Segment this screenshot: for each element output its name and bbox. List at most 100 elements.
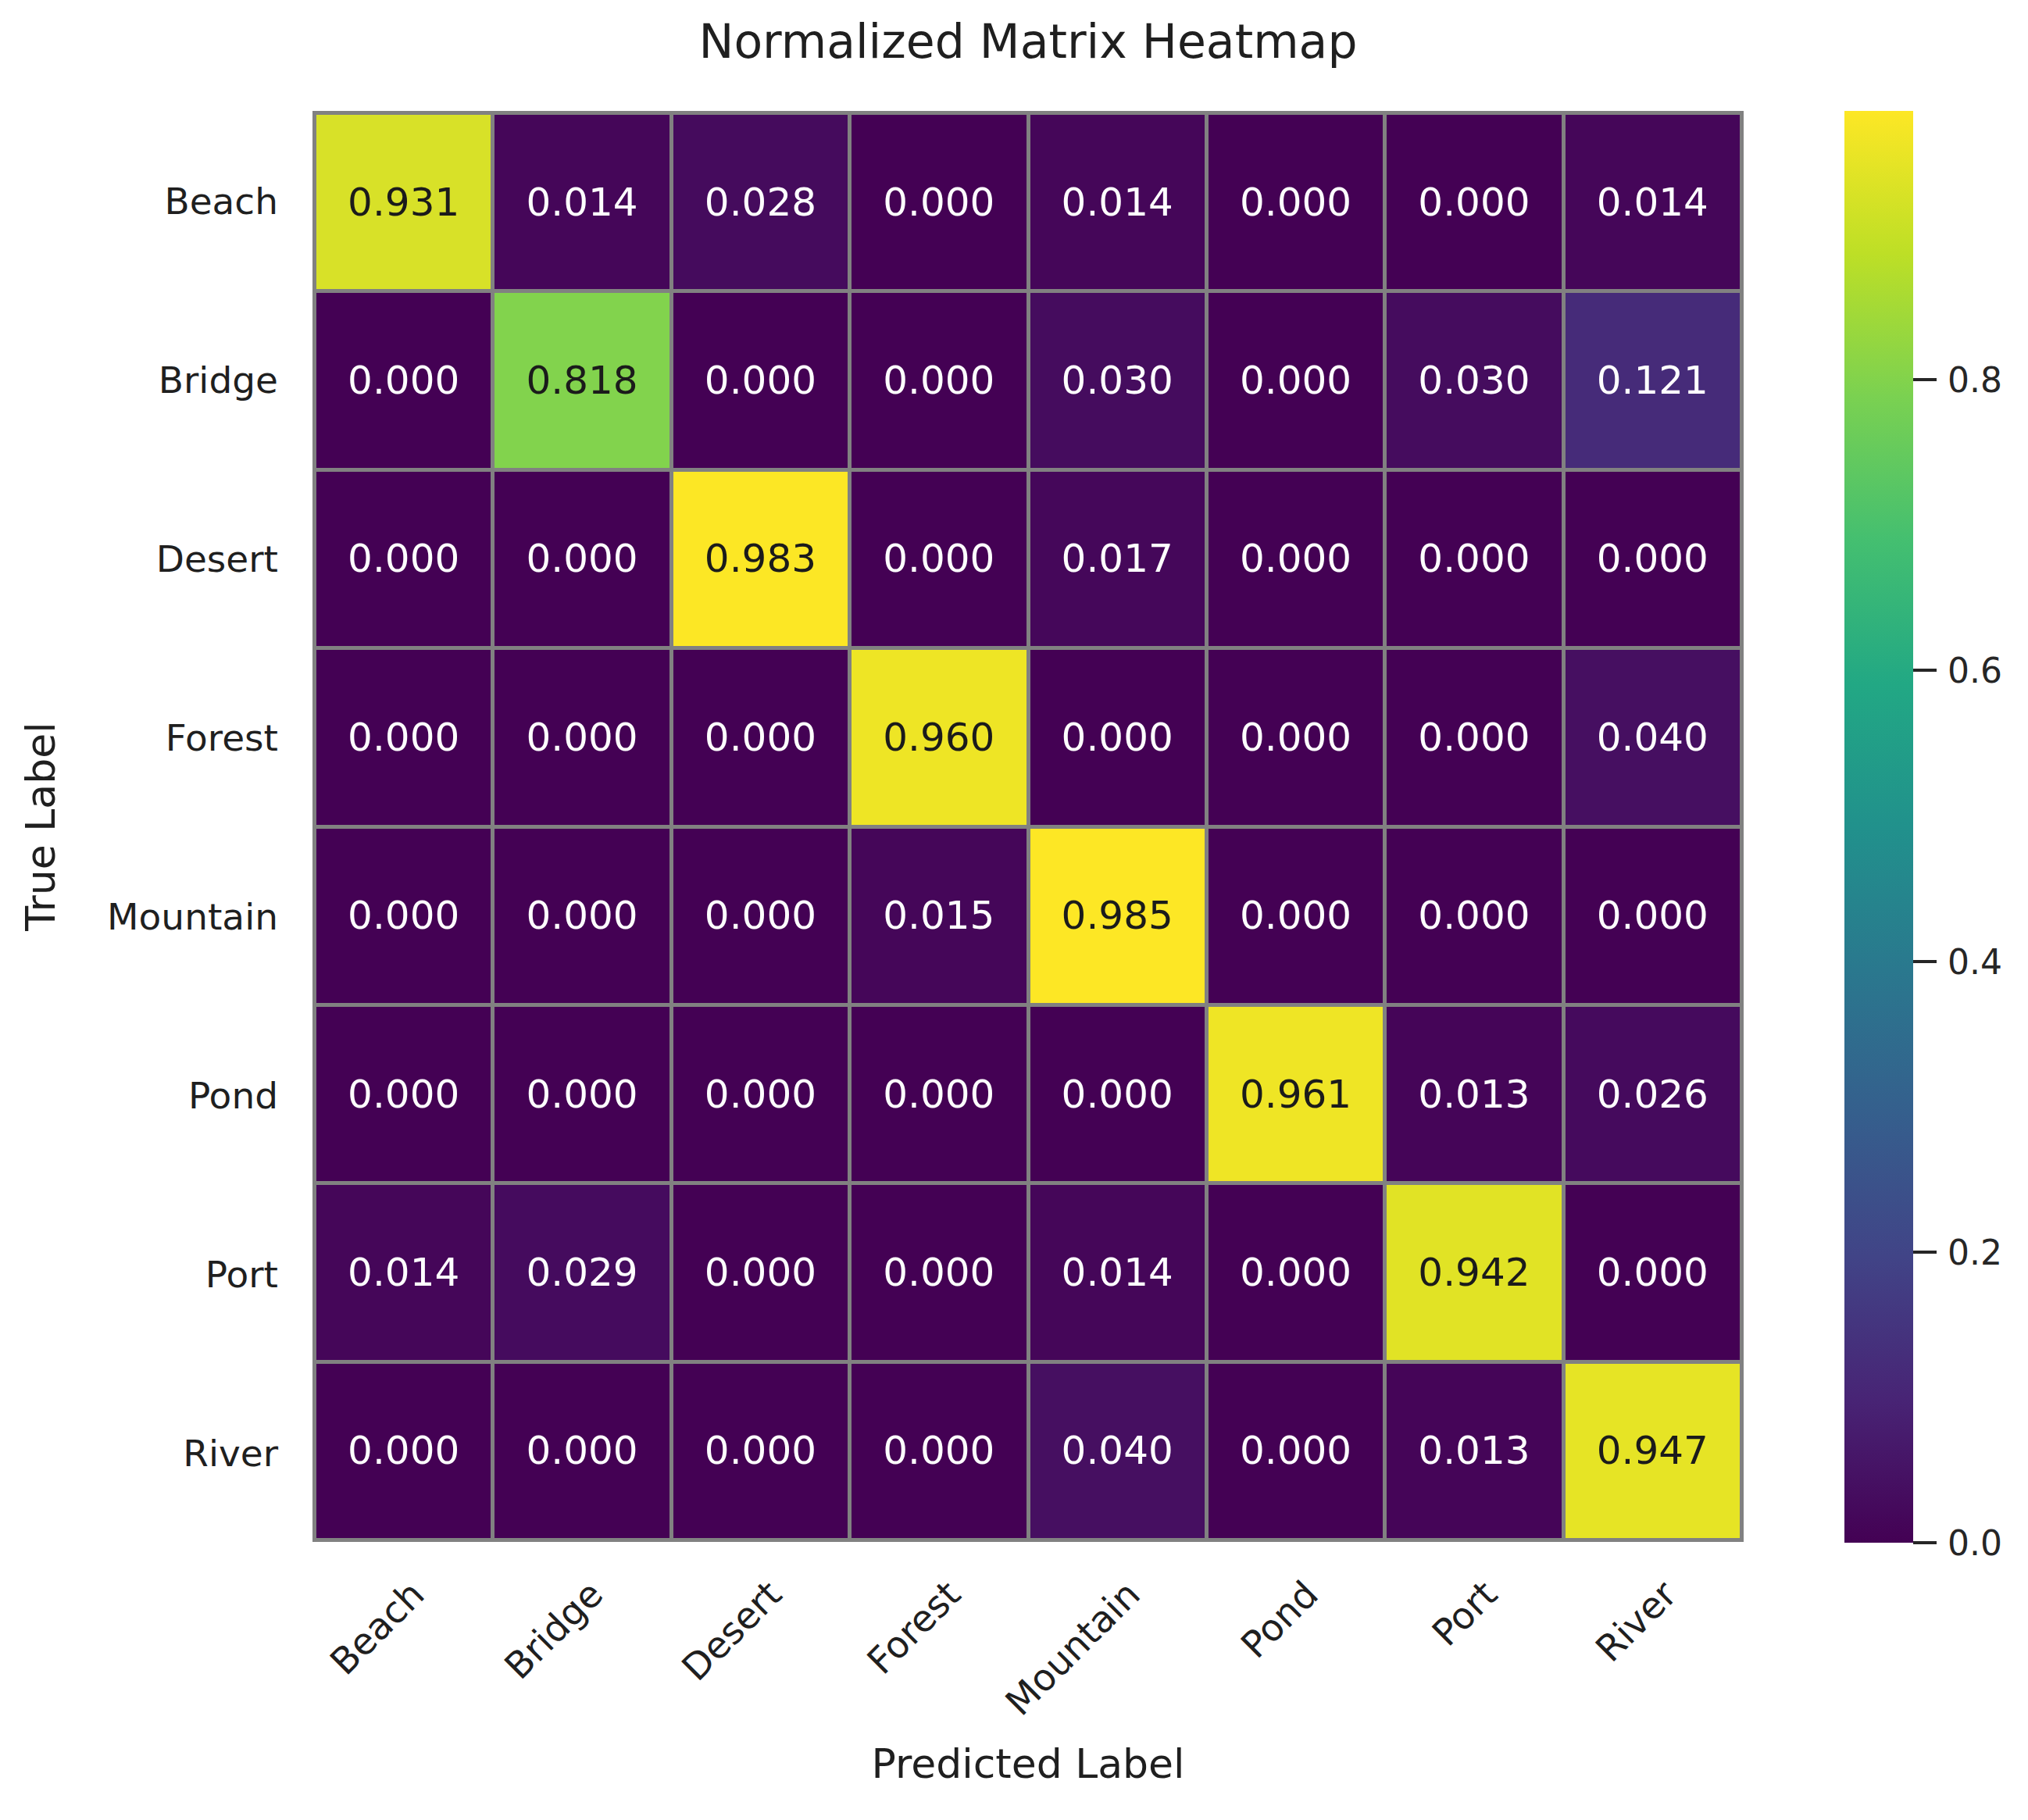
heatmap-cell: 0.000 bbox=[852, 293, 1026, 467]
cell-value: 0.818 bbox=[526, 361, 637, 400]
heatmap-cell: 0.014 bbox=[316, 1185, 491, 1359]
cell-value: 0.000 bbox=[1062, 1075, 1173, 1114]
cell-value: 0.000 bbox=[705, 1431, 816, 1470]
cell-value: 0.000 bbox=[526, 896, 637, 935]
heatmap-cell: 0.000 bbox=[1566, 472, 1740, 646]
y-axis-title: True Label bbox=[17, 722, 64, 930]
heatmap-cell: 0.014 bbox=[1030, 1185, 1205, 1359]
cell-value: 0.000 bbox=[1240, 1431, 1351, 1470]
cell-value: 0.014 bbox=[348, 1253, 459, 1292]
heatmap-cell: 0.000 bbox=[1387, 115, 1561, 289]
cell-value: 0.942 bbox=[1418, 1253, 1530, 1292]
cell-value: 0.000 bbox=[1418, 539, 1530, 578]
heatmap-cell: 0.000 bbox=[673, 650, 848, 824]
x-tick-label: Forest bbox=[859, 1572, 969, 1683]
heatmap-cell: 0.030 bbox=[1030, 293, 1205, 467]
cell-value: 0.000 bbox=[1240, 718, 1351, 757]
colorbar-tick-label: 0.6 bbox=[1948, 651, 2002, 691]
cell-value: 0.026 bbox=[1597, 1075, 1708, 1114]
chart-title: Normalized Matrix Heatmap bbox=[312, 14, 1744, 69]
cell-value: 0.013 bbox=[1418, 1075, 1530, 1114]
cell-value: 0.000 bbox=[1418, 183, 1530, 222]
cell-value: 0.000 bbox=[348, 361, 459, 400]
heatmap-cell: 0.000 bbox=[1566, 829, 1740, 1003]
heatmap-cell: 0.000 bbox=[316, 829, 491, 1003]
cell-value: 0.030 bbox=[1418, 361, 1530, 400]
cell-value: 0.000 bbox=[1597, 896, 1708, 935]
heatmap-cell: 0.960 bbox=[852, 650, 1026, 824]
cell-value: 0.000 bbox=[1240, 361, 1351, 400]
cell-value: 0.000 bbox=[526, 539, 637, 578]
colorbar-ticks: 0.00.20.40.60.8 bbox=[1844, 111, 2028, 1543]
cell-value: 0.960 bbox=[883, 718, 994, 757]
cell-value: 0.040 bbox=[1062, 1431, 1173, 1470]
heatmap-cell: 0.000 bbox=[316, 1364, 491, 1538]
colorbar-tick-label: 0.4 bbox=[1948, 941, 2002, 981]
cell-value: 0.947 bbox=[1597, 1431, 1708, 1470]
cell-value: 0.000 bbox=[1597, 1253, 1708, 1292]
cell-value: 0.983 bbox=[705, 539, 816, 578]
cell-value: 0.000 bbox=[526, 1431, 637, 1470]
heatmap-cell: 0.000 bbox=[673, 829, 848, 1003]
heatmap-cell: 0.000 bbox=[673, 293, 848, 467]
cell-value: 0.017 bbox=[1062, 539, 1173, 578]
heatmap-cell: 0.026 bbox=[1566, 1007, 1740, 1181]
heatmap-cell: 0.030 bbox=[1387, 293, 1561, 467]
colorbar-tick-mark bbox=[1913, 669, 1937, 672]
heatmap-cell: 0.000 bbox=[495, 1364, 669, 1538]
heatmap-cell: 0.000 bbox=[1387, 472, 1561, 646]
cell-value: 0.000 bbox=[705, 1253, 816, 1292]
heatmap-cell: 0.983 bbox=[673, 472, 848, 646]
cell-value: 0.000 bbox=[883, 1431, 994, 1470]
heatmap-cell: 0.000 bbox=[495, 1007, 669, 1181]
heatmap-cell: 0.942 bbox=[1387, 1185, 1561, 1359]
x-tick-label: River bbox=[1587, 1572, 1684, 1670]
heatmap-cell: 0.000 bbox=[1209, 1185, 1383, 1359]
cell-value: 0.985 bbox=[1062, 896, 1173, 935]
cell-value: 0.000 bbox=[705, 896, 816, 935]
heatmap-cell: 0.000 bbox=[495, 472, 669, 646]
heatmap-cell: 0.121 bbox=[1566, 293, 1740, 467]
colorbar-tick-mark bbox=[1913, 1541, 1937, 1544]
heatmap-cell: 0.000 bbox=[852, 1007, 1026, 1181]
y-tick-label: River bbox=[183, 1431, 278, 1474]
colorbar-tick-label: 0.2 bbox=[1948, 1232, 2002, 1272]
cell-value: 0.000 bbox=[883, 361, 994, 400]
heatmap-cell: 0.000 bbox=[316, 472, 491, 646]
heatmap-cell: 0.000 bbox=[1030, 650, 1205, 824]
colorbar-tick-label: 0.8 bbox=[1948, 360, 2002, 400]
heatmap-cell: 0.000 bbox=[673, 1007, 848, 1181]
cell-value: 0.000 bbox=[1062, 718, 1173, 757]
confusion-matrix-figure: Normalized Matrix Heatmap 0.931 0.014 0.02… bbox=[0, 0, 2028, 1820]
heatmap-cell: 0.029 bbox=[495, 1185, 669, 1359]
cell-value: 0.000 bbox=[1597, 539, 1708, 578]
heatmap-cell: 0.000 bbox=[1209, 650, 1383, 824]
cell-value: 0.029 bbox=[526, 1253, 637, 1292]
heatmap-cell: 0.015 bbox=[852, 829, 1026, 1003]
x-tick-label: Pond bbox=[1233, 1572, 1326, 1666]
cell-value: 0.000 bbox=[883, 1253, 994, 1292]
cell-value: 0.961 bbox=[1240, 1075, 1351, 1114]
x-axis-title: Predicted Label bbox=[312, 1740, 1744, 1787]
heatmap-cell: 0.000 bbox=[673, 1364, 848, 1538]
heatmap-cell: 0.000 bbox=[852, 1185, 1026, 1359]
cell-value: 0.030 bbox=[1062, 361, 1173, 400]
cell-value: 0.000 bbox=[526, 718, 637, 757]
heatmap-cell: 0.013 bbox=[1387, 1364, 1561, 1538]
heatmap-cell: 0.000 bbox=[852, 1364, 1026, 1538]
cell-value: 0.000 bbox=[348, 539, 459, 578]
cell-value: 0.040 bbox=[1597, 718, 1708, 757]
cell-value: 0.000 bbox=[883, 183, 994, 222]
heatmap-cell: 0.000 bbox=[1209, 1364, 1383, 1538]
cell-value: 0.000 bbox=[705, 718, 816, 757]
heatmap-cell: 0.000 bbox=[316, 1007, 491, 1181]
cell-value: 0.000 bbox=[705, 1075, 816, 1114]
heatmap-cell: 0.000 bbox=[1209, 472, 1383, 646]
x-tick-label: Port bbox=[1424, 1572, 1506, 1654]
heatmap-cell: 0.000 bbox=[495, 650, 669, 824]
heatmap-cell: 0.040 bbox=[1030, 1364, 1205, 1538]
heatmap-cell: 0.028 bbox=[673, 115, 848, 289]
cell-value: 0.931 bbox=[348, 183, 459, 222]
cell-value: 0.000 bbox=[883, 539, 994, 578]
cell-value: 0.014 bbox=[1062, 1253, 1173, 1292]
